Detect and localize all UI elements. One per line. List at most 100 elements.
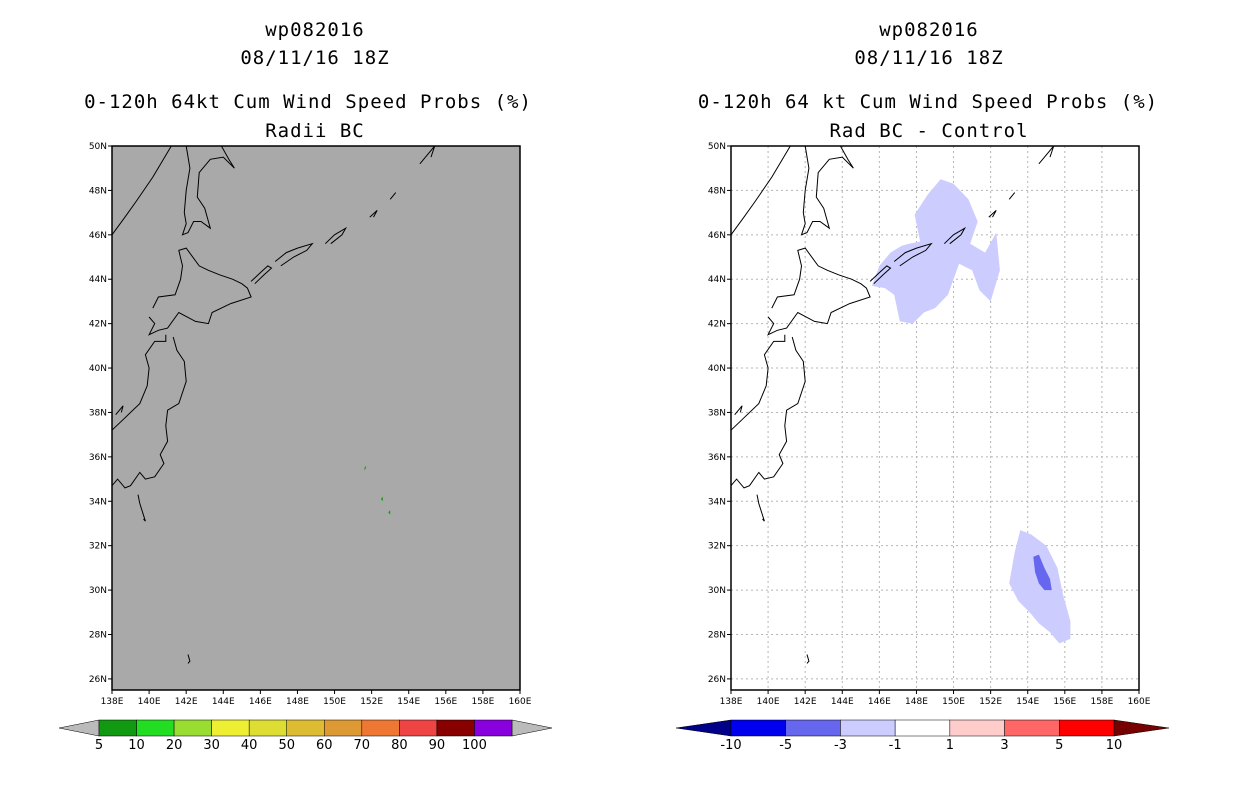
colorbar-label: 50 <box>278 738 295 753</box>
lat-tick-label: 40N <box>89 364 107 374</box>
lat-tick-label: 46N <box>89 231 107 241</box>
colorbar-segment <box>324 719 363 737</box>
sakhalin-coast <box>111 145 172 236</box>
lon-tick-label: 150E <box>323 697 346 707</box>
colorbar-label: 80 <box>391 738 408 753</box>
lon-tick-label: 148E <box>905 697 928 707</box>
lon-tick-label: 142E <box>175 697 198 707</box>
colorbar-label: 90 <box>429 738 446 753</box>
left-title-line2: Radii BC <box>265 120 365 142</box>
sakhalin-coast <box>730 145 791 236</box>
honshu <box>730 334 806 489</box>
lat-tick-label: 28N <box>708 630 726 640</box>
hokkaido <box>766 247 871 336</box>
left-colorbar: 5 10 20 30 40 50 60 70 80 90 100 <box>58 719 553 753</box>
colorbar-segment <box>1059 719 1115 737</box>
colorbar-segment <box>474 719 513 737</box>
lat-tick-label: 48N <box>89 186 107 196</box>
left-title-line1: 0-120h 64kt Cum Wind Speed Probs (%) <box>84 91 532 113</box>
colorbar-low-arrow <box>675 719 732 737</box>
colorbar-label: 30 <box>203 738 220 753</box>
right-map-frame <box>730 145 1140 691</box>
ogasawara <box>806 654 810 664</box>
southern-diff-core <box>1033 554 1052 591</box>
left-datetime: 08/11/16 18Z <box>240 47 390 69</box>
right-storm-id: wp082016 <box>879 19 979 41</box>
left-map-panel: 138E 140E 142E 144E 146E 148E 150E 152E 154E 156E… <box>89 142 532 707</box>
lon-tick-label: 154E <box>1016 697 1039 707</box>
lon-tick-label: 138E <box>720 697 743 707</box>
colorbar-segment <box>949 719 1005 737</box>
right-datetime: 08/11/16 18Z <box>854 47 1004 69</box>
right-map-panel: 138E 140E 142E 144E 146E 148E 150E 152E 154E 156E… <box>708 142 1151 707</box>
colorbar-segment <box>136 719 175 737</box>
colorbar-segment <box>894 719 951 737</box>
lon-tick-label: 146E <box>249 697 272 707</box>
kuril-simushir <box>369 210 378 218</box>
sado-island <box>734 405 743 416</box>
lat-tick-label: 48N <box>708 186 726 196</box>
lon-tick-label: 142E <box>794 697 817 707</box>
lat-tick-label: 46N <box>708 231 726 241</box>
lat-tick-label: 32N <box>708 542 726 552</box>
lon-tick-label: 150E <box>942 697 965 707</box>
colorbar-segment <box>399 719 438 737</box>
colorbar-label: 5 <box>95 738 103 753</box>
colorbar-segment <box>173 719 212 737</box>
kuril-north <box>419 145 436 165</box>
kuril-iturup <box>893 242 933 267</box>
colorbar-label: -1 <box>889 738 902 753</box>
kuril-iturup <box>274 242 314 267</box>
lon-tick-label: 160E <box>509 697 532 707</box>
kuril-matua <box>1008 192 1016 200</box>
lat-tick-label: 40N <box>708 364 726 374</box>
colorbar-label: 10 <box>128 738 145 753</box>
lon-tick-label: 152E <box>979 697 1002 707</box>
lon-tick-label: 158E <box>1090 697 1113 707</box>
green-speck-2 <box>380 496 383 502</box>
lat-tick-label: 38N <box>708 408 726 418</box>
lon-tick-label: 146E <box>868 697 891 707</box>
lat-tick-label: 30N <box>708 586 726 596</box>
colorbar-segment <box>785 719 841 737</box>
lat-tick-label: 34N <box>708 497 726 507</box>
lat-tick-label: 26N <box>89 675 107 685</box>
lon-tick-label: 140E <box>757 697 780 707</box>
lon-tick-label: 144E <box>831 697 854 707</box>
kuril-urup <box>943 226 967 245</box>
lat-tick-label: 36N <box>89 453 107 463</box>
left-map-background <box>112 146 520 690</box>
lon-tick-label: 158E <box>471 697 494 707</box>
lat-tick-label: 32N <box>89 542 107 552</box>
colorbar-segment <box>98 719 137 737</box>
colorbar-label: -10 <box>720 738 741 753</box>
colorbar-segment <box>286 719 325 737</box>
colorbar-high-arrow <box>1113 719 1170 737</box>
left-storm-id: wp082016 <box>265 19 365 41</box>
colorbar-label: 70 <box>354 738 371 753</box>
right-title-line1: 0-120h 64 kt Cum Wind Speed Probs (%) <box>697 91 1159 113</box>
lat-tick-label: 42N <box>89 320 107 330</box>
colorbar-label: 100 <box>462 738 487 753</box>
izu-islands <box>756 494 765 522</box>
kuril-kunashir <box>250 265 273 285</box>
hokkaido <box>147 247 252 336</box>
lat-tick-label: 26N <box>708 675 726 685</box>
lat-tick-label: 36N <box>708 453 726 463</box>
kuril-diff-area <box>871 179 1000 324</box>
kuril-simushir <box>988 210 997 218</box>
lat-tick-label: 28N <box>89 630 107 640</box>
lon-tick-label: 148E <box>286 697 309 707</box>
colorbar-segment <box>361 719 400 737</box>
sado-island <box>115 405 124 416</box>
right-title-line2: Rad BC - Control <box>829 120 1029 142</box>
colorbar-label: 20 <box>166 738 183 753</box>
colorbar-segment <box>248 719 287 737</box>
ogasawara <box>187 654 191 664</box>
colorbar-label: 40 <box>241 738 258 753</box>
lat-tick-label: 30N <box>89 586 107 596</box>
kuril-urup <box>324 226 348 245</box>
colorbar-label: 60 <box>316 738 333 753</box>
lon-tick-label: 160E <box>1128 697 1151 707</box>
